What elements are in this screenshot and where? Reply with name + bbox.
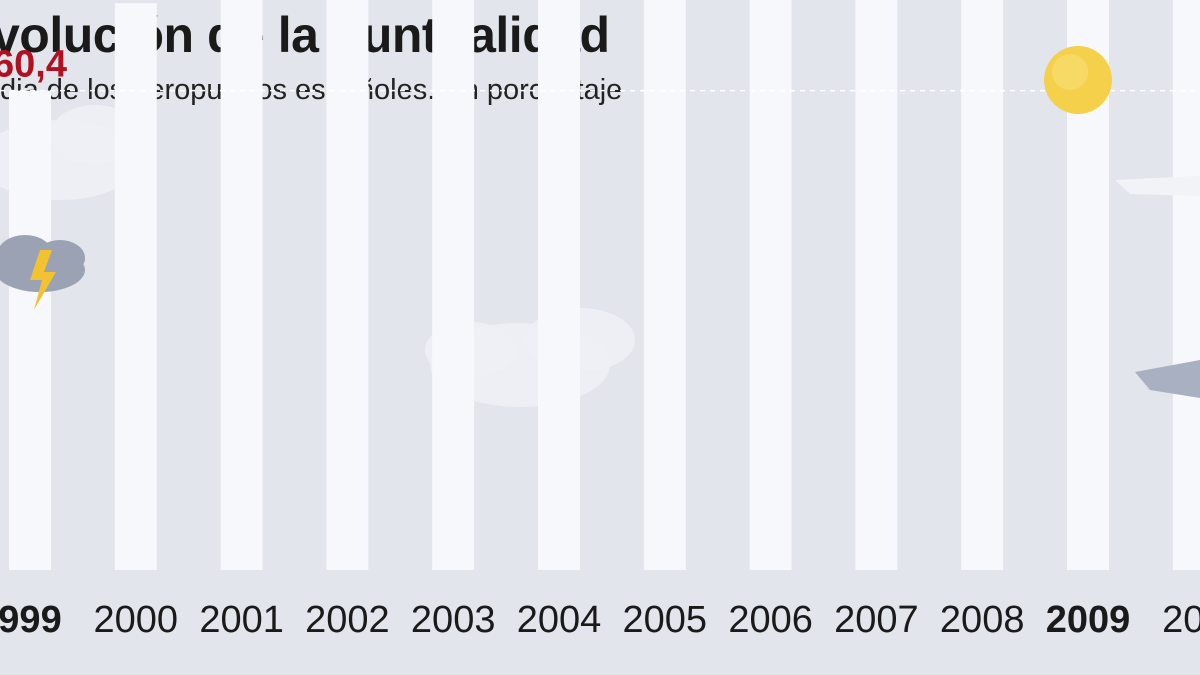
data-label: 60,4 (0, 44, 67, 86)
x-tick-label: 2001 (199, 599, 284, 641)
bar (749, 0, 792, 570)
x-tick-label: 2007 (834, 599, 919, 641)
x-tick-label: 2004 (517, 599, 602, 641)
chart-title: volución de la puntualidad (0, 7, 610, 63)
bar (1172, 0, 1200, 571)
x-tick-label: 2000 (94, 599, 179, 641)
bar (9, 90, 51, 570)
bar (432, 0, 475, 570)
sun-icon (1044, 46, 1112, 114)
bar (326, 0, 369, 570)
bar (961, 0, 1004, 570)
airplane-icon (1115, 176, 1200, 196)
bar (220, 0, 263, 571)
x-tick-label: 2009 (1046, 599, 1131, 641)
x-tick-label: 2008 (940, 599, 1025, 641)
x-tick-label: 2006 (728, 599, 813, 641)
airplane-icon (1135, 360, 1200, 398)
bar (855, 0, 898, 571)
x-tick-label: 2003 (411, 599, 496, 641)
bar (643, 0, 686, 571)
bar (114, 3, 157, 570)
x-tick-label: 2005 (623, 599, 708, 641)
x-tick-label: 2002 (305, 599, 390, 641)
x-tick-label: 999 (0, 599, 62, 641)
storm-cloud-icon (0, 235, 85, 310)
bar (538, 0, 580, 570)
x-tick-label: 201 (1162, 599, 1200, 641)
